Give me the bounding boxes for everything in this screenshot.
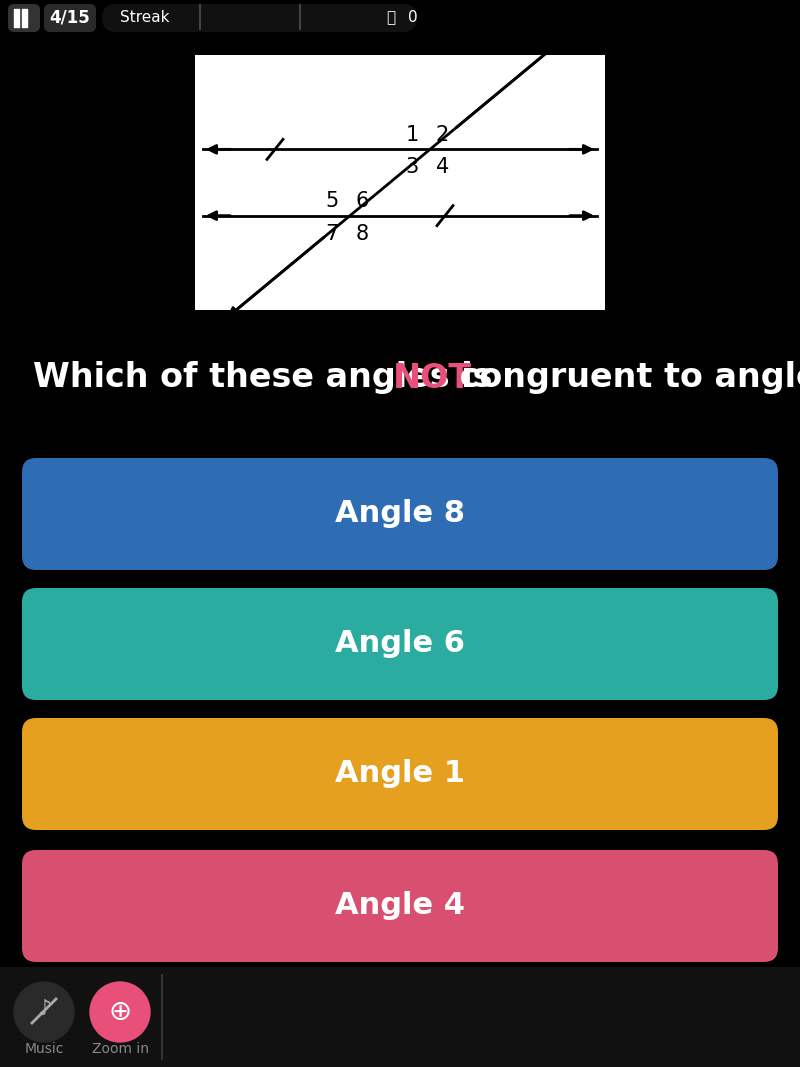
Text: Streak: Streak <box>120 11 170 26</box>
FancyBboxPatch shape <box>44 4 96 32</box>
Text: congruent to angle 5?: congruent to angle 5? <box>448 362 800 395</box>
FancyBboxPatch shape <box>22 588 778 700</box>
Text: Music: Music <box>24 1042 64 1056</box>
Text: ⊕: ⊕ <box>108 998 132 1026</box>
Text: 4/15: 4/15 <box>50 9 90 27</box>
FancyBboxPatch shape <box>102 4 417 32</box>
Text: 🔥: 🔥 <box>386 11 395 26</box>
FancyBboxPatch shape <box>22 718 778 830</box>
Text: Angle 8: Angle 8 <box>335 499 465 528</box>
Text: ♪: ♪ <box>37 999 51 1019</box>
FancyBboxPatch shape <box>8 4 40 32</box>
Text: 1: 1 <box>406 125 418 145</box>
Circle shape <box>14 982 74 1042</box>
FancyBboxPatch shape <box>22 458 778 570</box>
Circle shape <box>90 982 150 1042</box>
Text: Zoom in: Zoom in <box>91 1042 149 1056</box>
Text: 3: 3 <box>406 157 418 177</box>
Text: 2: 2 <box>436 125 450 145</box>
Text: 6: 6 <box>356 191 370 211</box>
Text: Angle 1: Angle 1 <box>335 760 465 789</box>
Text: 0: 0 <box>408 11 418 26</box>
Text: NOT: NOT <box>393 362 472 395</box>
Text: 8: 8 <box>356 224 369 243</box>
Text: Angle 4: Angle 4 <box>335 892 465 921</box>
Bar <box>195 55 605 310</box>
Text: Which of these angles is: Which of these angles is <box>33 362 504 395</box>
FancyBboxPatch shape <box>22 850 778 962</box>
Text: 4: 4 <box>436 157 450 177</box>
Text: Angle 6: Angle 6 <box>335 630 465 658</box>
Text: 5: 5 <box>326 191 338 211</box>
Text: 7: 7 <box>326 224 338 243</box>
Bar <box>0 967 800 1067</box>
